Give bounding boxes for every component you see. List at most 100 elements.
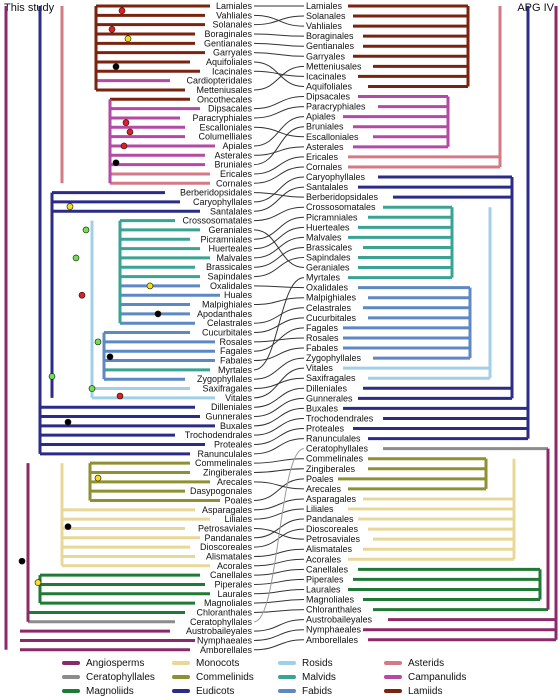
tangle-connector (253, 229, 305, 269)
left-order-label: Fagales (220, 346, 253, 356)
right-order-label: Picramniales (306, 212, 358, 222)
tangle-connector (253, 357, 305, 380)
tangle-connector (253, 42, 305, 47)
right-order-label: Myrtales (306, 273, 341, 283)
left-order-label: Acorales (217, 561, 253, 571)
right-order-label: Aquifoliales (306, 81, 353, 91)
left-order-label: Dipsacales (208, 104, 253, 114)
tangle-connector (253, 428, 305, 446)
right-order-label: Cornales (306, 162, 343, 172)
right-order-label: Brassicales (306, 242, 353, 252)
tangle-connector (253, 126, 305, 166)
tangle-connector (253, 347, 305, 362)
tangle-connector (253, 367, 305, 399)
tangle-connector (253, 156, 305, 175)
tangle-connector (253, 327, 305, 352)
right-order-label: Lamiales (306, 1, 343, 11)
right-order-label: Garryales (306, 51, 346, 61)
support-node-marker (72, 254, 80, 262)
tangle-connector (253, 246, 305, 268)
tangle-connector (253, 508, 305, 520)
right-order-label: Huerteales (306, 222, 350, 232)
tangle-connector (253, 70, 305, 77)
left-order-label: Gunnerales (205, 412, 252, 422)
tangle-connector (253, 478, 305, 501)
right-order-label: Escalloniales (306, 132, 359, 142)
right-order-label: Fagales (306, 323, 339, 333)
left-order-label: Metteniusales (196, 85, 252, 95)
left-order-label: Cornales (216, 178, 253, 188)
right-order-label: Ericales (306, 152, 339, 162)
left-order-label: Malpighiales (202, 300, 253, 310)
right-order-label: Zygophyllales (306, 353, 362, 363)
support-node-marker (116, 392, 124, 400)
tangle-connector (253, 397, 305, 418)
left-order-label: Bruniales (214, 160, 252, 170)
tangle-connector (253, 277, 305, 371)
support-node-marker (34, 579, 42, 586)
left-order-label: Proteales (214, 440, 253, 450)
tangle-connector (253, 548, 305, 557)
right-order-label: Fabales (306, 343, 339, 353)
left-order-label: Poales (224, 495, 252, 505)
right-order-label: Chloranthales (306, 605, 362, 615)
right-order-label: Caryophyllales (306, 172, 366, 182)
left-order-label: Ericales (220, 169, 253, 179)
right-order-label: Gentianales (306, 41, 355, 51)
right-order-label: Petrosaviales (306, 534, 361, 544)
left-order-label: Caryophyllales (193, 197, 253, 207)
tangle-connector (253, 65, 305, 91)
left-order-label: Saxifragales (202, 384, 252, 394)
tangle-connector (253, 33, 305, 37)
left-order-label: Sapindales (207, 272, 252, 282)
support-node-marker (126, 128, 134, 136)
right-order-label: Dilleniales (306, 383, 348, 393)
left-order-label: Chloranthales (196, 607, 252, 617)
right-order-label: Acorales (306, 554, 342, 564)
right-order-label: Oxalidales (306, 283, 349, 293)
left-order-label: Aquifoliales (206, 57, 253, 67)
support-node-marker (48, 373, 56, 380)
left-order-label: Huales (224, 290, 253, 300)
left-order-label: Arecales (217, 477, 253, 487)
tangle-connector (253, 387, 305, 408)
tangle-connector (253, 176, 305, 203)
right-order-label: Ranunculales (306, 434, 361, 444)
left-order-label: Malvales (216, 253, 252, 263)
left-order-label: Vitales (225, 393, 252, 403)
right-order-label: Ceratophyllales (306, 444, 369, 454)
left-order-label: Boraginales (204, 29, 252, 39)
support-node-marker (94, 474, 102, 482)
left-order-label: Solanales (212, 20, 252, 30)
support-node-marker (120, 142, 128, 150)
tangle-connector (253, 578, 305, 585)
right-order-label: Vahliales (306, 21, 342, 31)
left-order-label: Dioscoreales (200, 542, 253, 552)
support-node-marker (106, 353, 114, 361)
left-order-label: Austrobaileyales (186, 626, 253, 636)
tangle-connector (253, 599, 305, 604)
support-node-marker (112, 159, 120, 167)
tangle-connector (253, 52, 305, 57)
left-order-label: Liliales (224, 514, 252, 524)
left-order-label: Icacinales (212, 66, 253, 76)
left-order-label: Ceratophyllales (190, 617, 253, 627)
support-node-marker (88, 385, 96, 392)
right-order-label: Crossosomatales (306, 202, 376, 212)
right-order-label: Malvales (306, 232, 342, 242)
left-order-label: Asparagales (202, 505, 253, 515)
support-node-marker (78, 291, 86, 299)
right-order-label: Berberidopsidales (306, 192, 379, 202)
left-order-label: Nymphaeales (197, 635, 253, 645)
tangle-connector (253, 417, 305, 436)
tangle-connector (253, 629, 305, 641)
left-order-label: Petrosaviales (198, 523, 253, 533)
tangle-connector (253, 206, 305, 222)
right-order-label: Vitales (306, 363, 333, 373)
tangle-connector (253, 307, 305, 324)
left-order-label: Amborellales (200, 645, 253, 655)
tangle-connector (253, 407, 305, 427)
left-order-label: Geraniales (208, 225, 252, 235)
right-order-label: Dipsacales (306, 92, 351, 102)
right-order-label: Pandanales (306, 514, 354, 524)
